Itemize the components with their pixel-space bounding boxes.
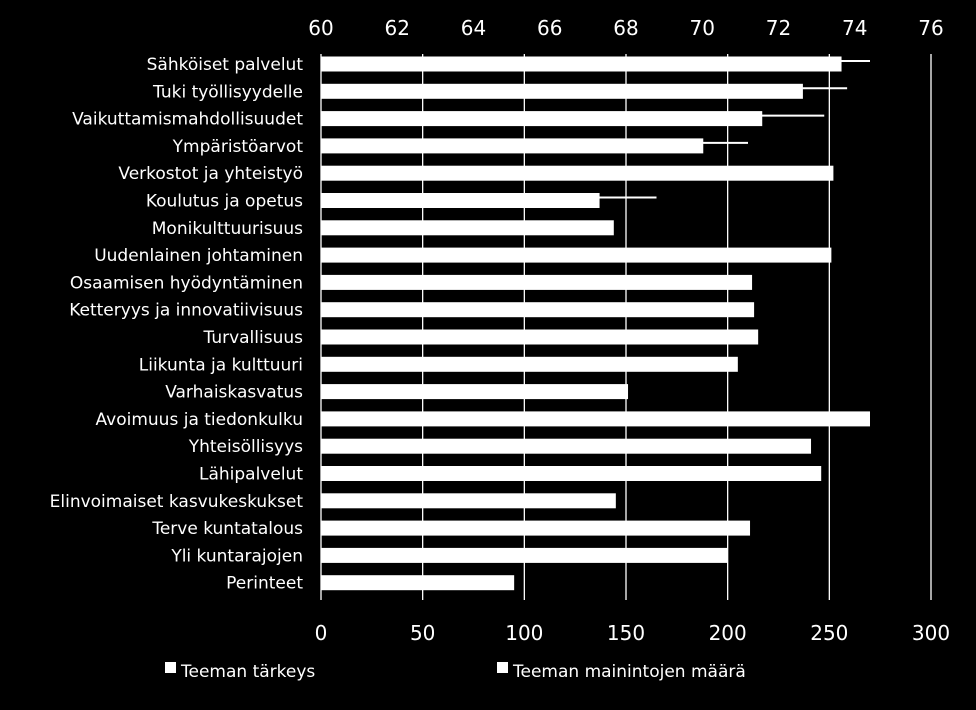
bottom-axis-tick-label: 250	[810, 621, 848, 645]
bar-mainintojen-maara	[321, 247, 832, 263]
category-label: Yhteisöllisyys	[188, 437, 303, 457]
bottom-axis-tick-label: 0	[315, 621, 328, 645]
category-label: Tuki työllisyydelle	[152, 82, 303, 102]
bar-mainintojen-maara	[321, 220, 614, 236]
category-label: Ympäristöarvot	[172, 137, 304, 157]
category-label: Monikulttuurisuus	[152, 219, 303, 239]
bar-mainintojen-maara	[321, 466, 822, 481]
bar-mainintojen-maara	[321, 193, 600, 208]
category-label: Elinvoimaiset kasvukeskukset	[50, 492, 304, 512]
bar-mainintojen-maara	[321, 83, 803, 99]
bottom-axis-tick-label: 200	[709, 621, 747, 645]
category-label: Lähipalvelut	[199, 465, 303, 485]
category-label: Avoimuus ja tiedonkulku	[96, 410, 303, 430]
category-label: Osaamisen hyödyntäminen	[70, 273, 303, 293]
top-axis-tick-label: 72	[766, 16, 791, 40]
legend-swatch-tarkeys	[165, 662, 176, 673]
top-axis-tick-label: 74	[842, 16, 867, 40]
bar-mainintojen-maara	[321, 547, 728, 563]
bar-mainintojen-maara	[321, 302, 755, 318]
category-label: Vaikuttamismahdollisuudet	[72, 110, 303, 130]
bar-mainintojen-maara	[321, 56, 842, 72]
bar-mainintojen-maara	[321, 165, 834, 181]
bar-mainintojen-maara	[321, 384, 629, 400]
category-label: Sähköiset palvelut	[147, 55, 304, 75]
top-axis-tick-label: 60	[308, 16, 333, 40]
top-axis-tick-label: 76	[918, 16, 943, 40]
category-label: Liikunta ja kulttuuri	[139, 355, 303, 375]
top-axis-tick-label: 62	[385, 16, 410, 40]
top-axis-tick-label: 64	[461, 16, 486, 40]
category-label: Perinteet	[226, 574, 303, 594]
category-label: Koulutus ja opetus	[146, 192, 303, 212]
bar-mainintojen-maara	[321, 274, 753, 290]
legend-label-mainintojen-maara: Teeman mainintojen määrä	[512, 662, 746, 682]
bottom-axis-tick-label: 50	[410, 621, 435, 645]
bar-mainintojen-maara	[321, 111, 763, 127]
category-label: Terve kuntatalous	[151, 519, 303, 539]
top-axis-tick-label: 68	[613, 16, 638, 40]
top-axis-tick-label: 70	[690, 16, 715, 40]
bar-mainintojen-maara	[321, 438, 812, 454]
category-label: Turvallisuus	[203, 328, 304, 348]
bar-mainintojen-maara	[321, 356, 738, 372]
bar-mainintojen-maara	[321, 575, 515, 591]
bottom-axis-tick-label: 150	[607, 621, 645, 645]
category-label: Yli kuntarajojen	[170, 546, 303, 566]
top-axis-tick-label: 66	[537, 16, 562, 40]
bar-mainintojen-maara	[321, 329, 759, 345]
bottom-axis-tick-label: 100	[505, 621, 543, 645]
bar-mainintojen-maara	[321, 138, 704, 154]
bar-mainintojen-maara	[321, 411, 870, 427]
bar-mainintojen-maara	[321, 493, 616, 509]
category-label: Varhaiskasvatus	[165, 383, 303, 403]
bottom-axis-tick-label: 300	[912, 621, 950, 645]
bar-mainintojen-maara	[321, 520, 751, 536]
legend-label-tarkeys: Teeman tärkeys	[180, 662, 315, 682]
category-label: Verkostot ja yhteistyö	[118, 164, 303, 184]
category-label: Ketteryys ja innovatiivisuus	[69, 301, 303, 321]
category-label: Uudenlainen johtaminen	[94, 246, 303, 266]
legend-swatch-mainintojen-maara	[497, 662, 508, 673]
